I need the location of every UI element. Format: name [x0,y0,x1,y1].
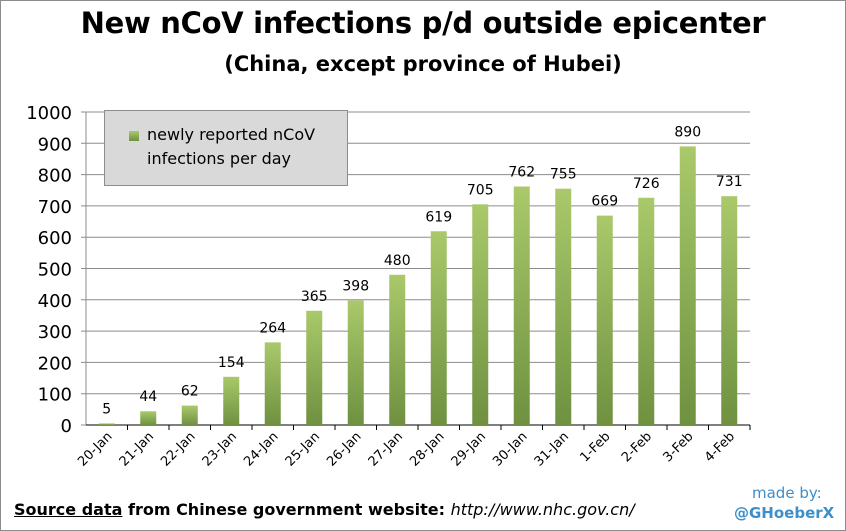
bar [140,411,157,425]
data-labels: 5 44 62 154 264 365 398 480 619 705 762 755 669 726 89… [102,124,742,417]
legend-swatch [129,131,139,141]
y-axis-ticks: 0 100 200 300 400 500 600 700 800 900 1000 [26,103,72,437]
y-tick-label: 900 [38,134,72,155]
data-label: 705 [467,182,494,198]
data-label: 762 [508,164,535,180]
x-tick-label: 30-Jan [490,429,530,469]
bar [306,310,323,425]
x-tick-label: 24-Jan [241,429,281,469]
data-label: 669 [591,194,618,210]
x-tick-label: 31-Jan [532,429,572,469]
data-label: 365 [301,289,328,305]
x-axis-ticks: 20-Jan 21-Jan 22-Jan 23-Jan 24-Jan 25-Jan 26-J… [75,425,751,470]
x-tick-label: 23-Jan [200,429,240,469]
x-tick-label: 2-Feb [619,429,655,465]
x-tick-label: 3-Feb [661,429,697,465]
legend-label: newly reported nCoV infections per day [147,125,316,168]
source-footer: Source data from Chinese government webs… [14,500,635,519]
source-text: from Chinese government website: [122,500,451,519]
data-label: 154 [218,355,245,371]
chart-title: New nCoV infections p/d outside epicente… [80,6,766,40]
x-tick-label: 22-Jan [158,429,198,469]
y-tick-label: 700 [38,197,72,218]
chart-subtitle: (China, except province of Hubei) [224,52,622,76]
credit-made-by: made by: [752,484,822,502]
legend: newly reported nCoV infections per day [104,110,348,186]
bar [721,196,738,425]
x-tick-label: 1-Feb [578,429,614,465]
data-label: 731 [716,174,743,190]
bar [679,146,696,425]
data-label: 44 [139,389,157,405]
credit-handle[interactable]: @GHoeberX [734,504,835,522]
y-tick-label: 800 [38,166,72,187]
bar [223,376,240,425]
y-tick-label: 0 [61,416,72,437]
y-tick-label: 300 [38,322,72,343]
bar [347,300,364,425]
bar [472,204,489,425]
bar [389,274,406,425]
y-tick-label: 400 [38,291,72,312]
data-label: 726 [633,176,660,192]
x-tick-label: 21-Jan [117,429,157,469]
bar [555,188,572,425]
source-url[interactable]: http://www.nhc.gov.cn/ [450,500,635,519]
bar [430,231,447,425]
bars [98,146,738,425]
data-label: 755 [550,167,577,183]
data-label: 264 [259,320,286,336]
bar [638,197,655,425]
data-label: 398 [342,278,369,294]
source-data-link[interactable]: Source data [14,500,123,519]
data-label: 619 [425,209,452,225]
bar [98,423,115,425]
x-tick-label: 28-Jan [407,429,447,469]
bar [264,342,281,425]
bar [181,405,198,425]
y-tick-label: 1000 [26,103,72,124]
y-tick-label: 100 [38,385,72,406]
data-label: 62 [181,384,199,400]
x-tick-label: 4-Feb [702,429,738,465]
x-tick-label: 29-Jan [449,429,489,469]
y-tick-label: 200 [38,353,72,374]
y-tick-label: 500 [38,260,72,281]
bar [513,186,530,425]
data-label: 890 [674,124,701,140]
x-tick-label: 20-Jan [75,429,115,469]
data-label: 480 [384,253,411,269]
x-tick-label: 25-Jan [283,429,323,469]
x-tick-label: 26-Jan [324,429,364,469]
data-label: 5 [102,401,111,417]
y-tick-label: 600 [38,228,72,249]
x-tick-label: 27-Jan [366,429,406,469]
bar [596,215,613,425]
